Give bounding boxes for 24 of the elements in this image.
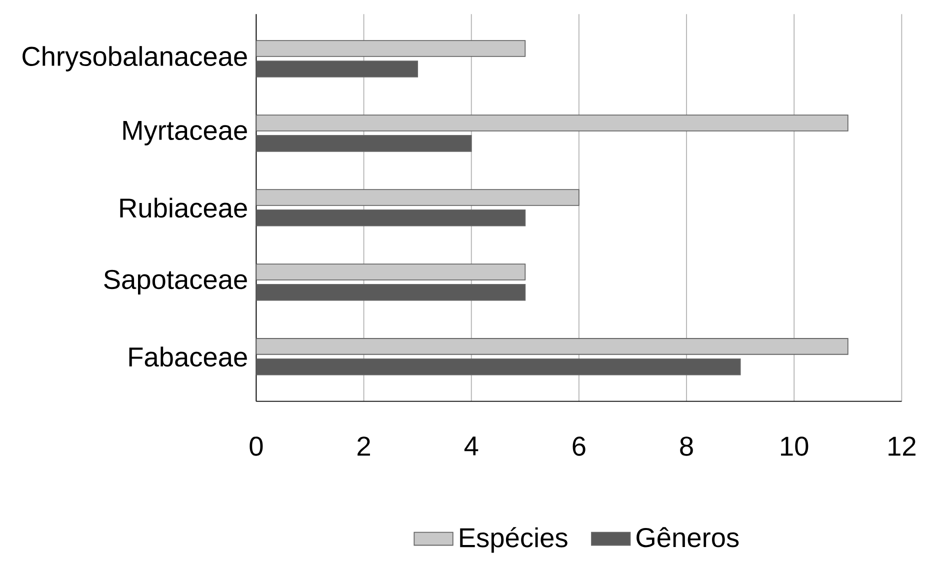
x-tick-label: 4 [464,436,478,456]
x-tick-label: 0 [250,436,263,456]
y-tick-label: Sapotaceae [104,270,247,294]
x-tick-label: 6 [572,436,586,456]
bar [256,114,848,132]
y-tick-label: Chrysobalanaceae [22,46,247,72]
bar [256,263,526,280]
x-tick-label: 12 [888,436,916,456]
y-tick-label: Fabaceae [129,346,247,367]
legend-label: Espécies [460,526,568,553]
bar [256,189,580,206]
bar [256,60,418,78]
bar [256,338,848,355]
x-tick-label: 2 [358,436,370,456]
y-tick-label: Myrtaceae [123,120,247,146]
bar [256,40,526,57]
bar [256,284,526,301]
x-tick-label: 8 [680,436,693,456]
legend-label: Gêneros [636,527,739,548]
y-tick-label: Rubiaceae [120,198,247,218]
bar [256,134,472,152]
bar [256,358,741,376]
bar [256,209,526,226]
x-tick-label: 10 [781,436,808,456]
